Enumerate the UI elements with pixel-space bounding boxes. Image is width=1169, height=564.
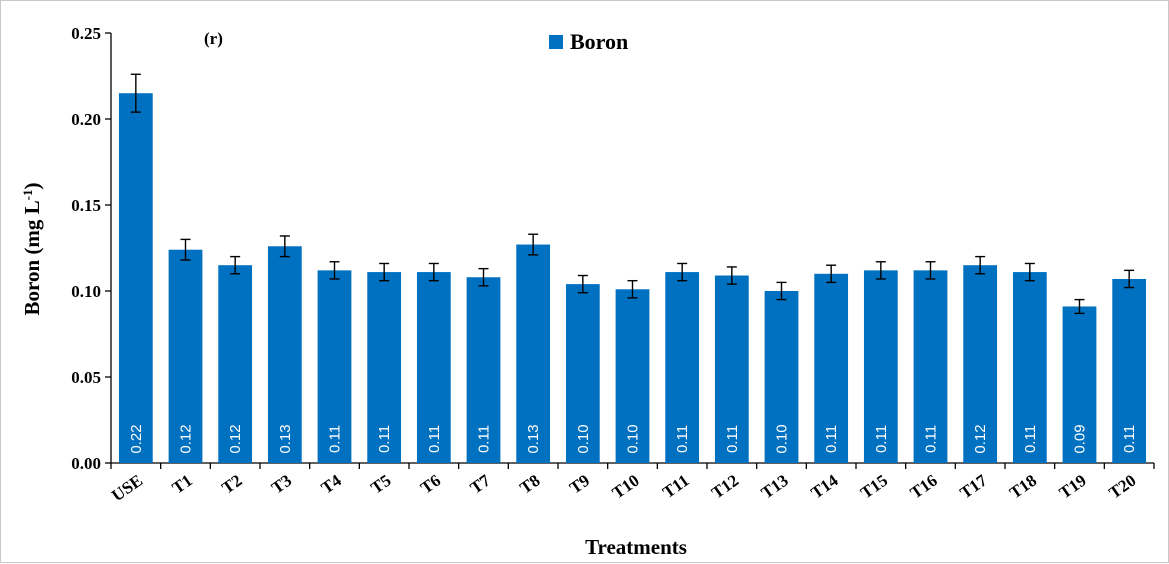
legend: Boron [549, 29, 628, 54]
bar [267, 246, 302, 463]
data-label: 0.11 [823, 425, 840, 453]
category-label: T4 [318, 470, 346, 497]
y-tick-label: 0.25 [71, 24, 101, 43]
category-label: T15 [857, 471, 891, 503]
category-label: T18 [1006, 471, 1040, 503]
bar [565, 284, 600, 463]
bar [764, 291, 799, 463]
y-axis-title: Boron (mg L-1) [20, 183, 44, 316]
data-label: 0.12 [227, 424, 244, 453]
category-label: T7 [467, 470, 495, 497]
category-label: T3 [268, 471, 295, 498]
bar [218, 265, 253, 463]
category-label: T9 [566, 471, 593, 498]
y-axis-title-superscript: -1 [20, 190, 35, 201]
bar [665, 272, 700, 463]
category-label: USE [108, 471, 146, 506]
category-label: T6 [417, 471, 444, 498]
data-label: 0.11 [674, 425, 691, 453]
panel-label: (r) [204, 29, 223, 48]
bar [1112, 278, 1147, 463]
category-label: T17 [956, 470, 991, 502]
data-label: 0.09 [1072, 424, 1089, 453]
y-tick-label: 0.15 [71, 196, 101, 215]
data-label: 0.11 [1121, 425, 1138, 453]
category-label: T12 [708, 471, 742, 503]
data-label: 0.11 [873, 425, 890, 453]
data-label: 0.13 [277, 424, 294, 453]
y-tick-label: 0.10 [71, 282, 101, 301]
bar [118, 93, 153, 463]
category-label: T5 [367, 471, 394, 498]
data-label: 0.10 [625, 424, 642, 453]
legend-swatch [549, 35, 563, 49]
bar [963, 265, 998, 463]
y-tick-label: 0.00 [71, 454, 101, 473]
data-label: 0.11 [376, 425, 393, 453]
bar [863, 270, 898, 463]
data-label: 0.10 [774, 424, 791, 453]
bar [168, 249, 203, 463]
data-label: 0.11 [1022, 425, 1039, 453]
category-label: T14 [807, 470, 842, 502]
category-label: T11 [659, 471, 692, 502]
data-label: 0.11 [327, 425, 344, 453]
data-label: 0.12 [178, 424, 195, 453]
category-label: T13 [758, 471, 792, 503]
data-label: 0.12 [972, 424, 989, 453]
bar [1062, 306, 1097, 463]
category-label: T20 [1105, 471, 1139, 503]
legend-label: Boron [570, 29, 628, 54]
bar [516, 244, 551, 463]
category-label: T10 [609, 471, 643, 503]
data-label: 0.10 [575, 424, 592, 453]
data-label: 0.11 [923, 425, 940, 453]
data-label: 0.22 [128, 424, 145, 453]
category-label: T2 [218, 471, 245, 498]
category-label: T16 [907, 471, 941, 503]
data-label: 0.11 [724, 425, 741, 453]
y-tick-label: 0.05 [71, 368, 101, 387]
data-label: 0.11 [476, 425, 493, 453]
bar [615, 289, 650, 463]
data-label: 0.11 [426, 425, 443, 453]
bar [416, 272, 451, 463]
bar [367, 272, 402, 463]
y-tick-label: 0.20 [71, 110, 101, 129]
bar [317, 270, 352, 463]
bar [714, 275, 749, 463]
bar [1012, 272, 1047, 463]
bar [814, 273, 849, 463]
category-label: T1 [169, 471, 196, 498]
data-label: 0.13 [525, 424, 542, 453]
bar [913, 270, 948, 463]
category-label: T8 [516, 471, 543, 498]
category-label: T19 [1056, 471, 1090, 503]
x-axis-title: Treatments [585, 535, 687, 559]
plot-area: 0.00 0.05 0.10 0.15 0.20 0.25 0.22 USE 0.12 T1 0.1… [71, 24, 1155, 506]
bar [466, 277, 501, 463]
